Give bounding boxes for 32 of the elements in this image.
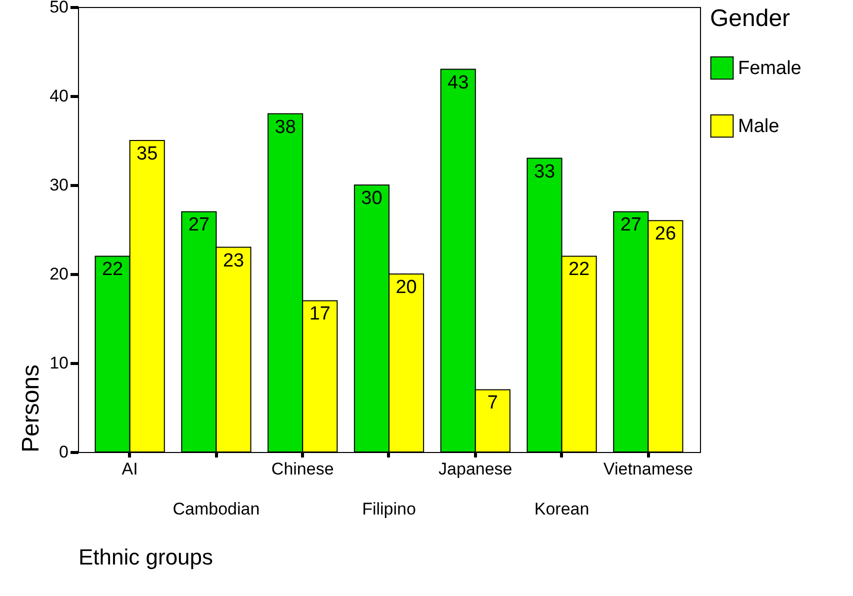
y-tick-label: 40: [50, 86, 68, 106]
legend-label: Male: [738, 116, 780, 137]
legend-label: Female: [738, 58, 802, 79]
x-tick-label: Vietnamese: [603, 460, 693, 478]
data-label: 35: [136, 144, 158, 164]
y-axis-title: Persons: [18, 364, 45, 452]
x-tick-label: Chinese: [271, 460, 334, 478]
data-label: 22: [102, 259, 124, 280]
data-label: 43: [448, 72, 469, 94]
legend-title: Gender: [710, 5, 790, 32]
x-tick-label: Filipino: [362, 500, 416, 518]
data-label: 22: [568, 259, 590, 280]
data-label: 7: [487, 392, 498, 414]
data-label: 20: [396, 277, 417, 298]
y-tick-label: 30: [50, 176, 68, 194]
x-axis-title: Ethnic groups: [78, 544, 214, 570]
x-tick-label: AI: [122, 460, 138, 478]
data-label: 26: [654, 224, 676, 245]
x-tick-label: Korean: [534, 500, 590, 518]
y-tick-label: 10: [50, 354, 68, 372]
y-tick-label: 20: [50, 264, 68, 284]
data-label: 17: [309, 304, 330, 325]
y-tick-label: 0: [59, 442, 68, 462]
data-label: 30: [361, 188, 382, 209]
y-tick-label: 50: [50, 0, 68, 16]
x-tick-label: Cambodian: [172, 500, 260, 518]
data-label: 27: [620, 214, 642, 236]
data-label: 27: [188, 214, 210, 236]
data-label: 33: [534, 161, 556, 182]
data-label: 23: [222, 250, 244, 272]
x-tick-label: Japanese: [438, 460, 512, 478]
data-label: 38: [274, 116, 296, 138]
